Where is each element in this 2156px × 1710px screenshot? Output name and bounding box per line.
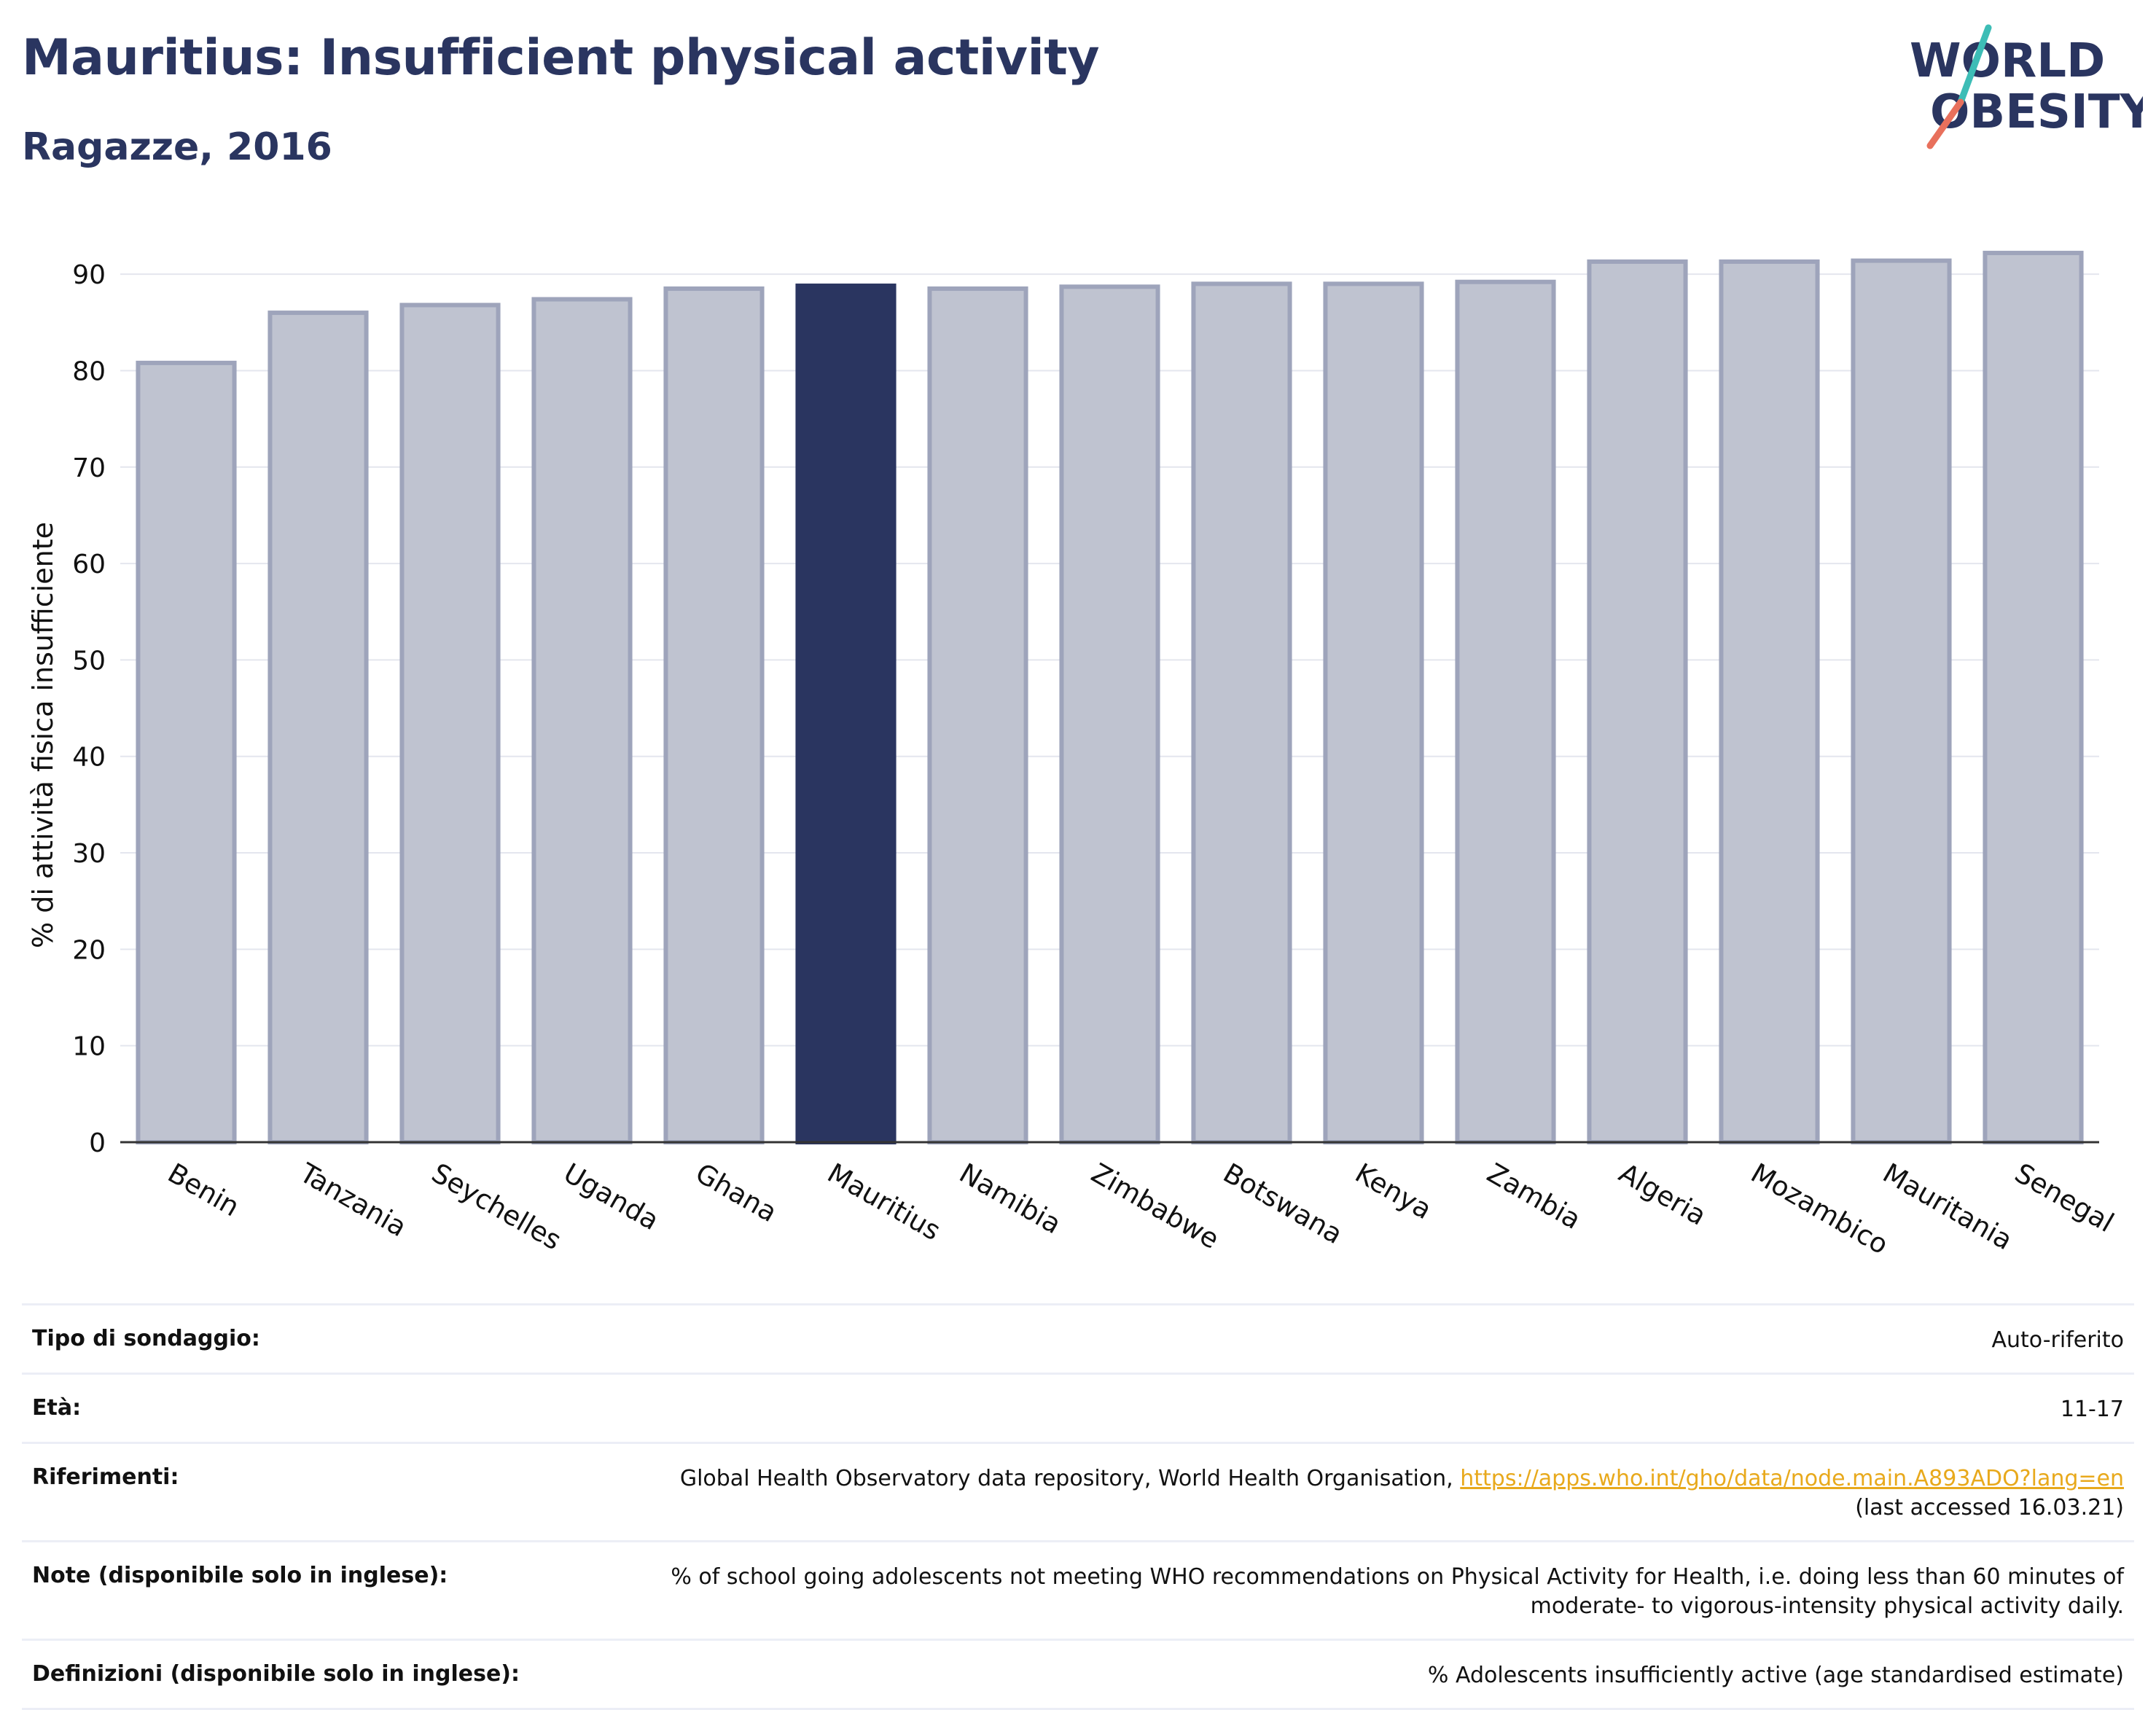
y-tick-label: 0 bbox=[89, 1128, 106, 1158]
info-value-text: % of school going adolescents not meetin… bbox=[671, 1564, 2124, 1619]
chart-subtitle: Ragazze, 2016 bbox=[22, 125, 332, 169]
bar-namibia bbox=[927, 286, 1028, 1145]
info-row: Tipo di sondaggio: Auto-riferito bbox=[22, 1303, 2134, 1373]
bar-zimbabwe bbox=[1059, 284, 1160, 1145]
bar-benin bbox=[136, 360, 237, 1144]
y-tick-label: 50 bbox=[72, 646, 106, 676]
x-tick-label: Uganda bbox=[558, 1157, 664, 1237]
x-tick-label: Algeria bbox=[1614, 1157, 1711, 1232]
logo-slash-top bbox=[1957, 24, 1992, 106]
y-tick-label: 80 bbox=[72, 356, 106, 386]
x-tick-label: Senegal bbox=[2009, 1157, 2119, 1239]
info-value-note: (last accessed 16.03.21) bbox=[1855, 1495, 2124, 1520]
reference-link[interactable]: https://apps.who.int/gho/data/node.main.… bbox=[1460, 1466, 2124, 1491]
info-label: Età: bbox=[32, 1395, 82, 1421]
bar-senegal bbox=[1983, 251, 2084, 1144]
info-value-text: % Adolescents insufficiently active (age… bbox=[1427, 1663, 2124, 1688]
bar-kenya bbox=[1323, 281, 1424, 1144]
y-axis-label: % di attività fisica insufficiente bbox=[27, 522, 59, 948]
chart-title: Mauritius: Insufficient physical activit… bbox=[22, 29, 1100, 87]
x-tick-label: Tanzania bbox=[294, 1157, 412, 1243]
x-tick-label: Mauritius bbox=[822, 1157, 946, 1247]
info-label: Note (disponibile solo in inglese): bbox=[32, 1563, 448, 1588]
x-tick-label: Zimbabwe bbox=[1086, 1157, 1225, 1255]
info-label: Definizioni (disponibile solo in inglese… bbox=[32, 1661, 520, 1687]
info-label: Riferimenti: bbox=[32, 1464, 179, 1490]
info-value: 11-17 bbox=[2061, 1395, 2124, 1424]
x-tick-label: Kenya bbox=[1350, 1157, 1437, 1226]
info-label: Tipo di sondaggio: bbox=[32, 1326, 260, 1351]
logo-word-world: WORLD bbox=[1910, 34, 2105, 88]
x-tick-label: Namibia bbox=[954, 1157, 1066, 1241]
bars bbox=[136, 251, 2084, 1145]
x-tick-label: Mauritania bbox=[1878, 1157, 2018, 1257]
x-tick-label: Benin bbox=[163, 1157, 245, 1223]
info-row: Definizioni (disponibile solo in inglese… bbox=[22, 1639, 2134, 1710]
world-obesity-logo: WORLD OBESITY bbox=[1910, 24, 2143, 149]
y-tick-label: 60 bbox=[72, 550, 106, 579]
info-value: Auto-riferito bbox=[1991, 1326, 2124, 1355]
bar-mauritius bbox=[795, 284, 897, 1145]
info-table: Tipo di sondaggio: Auto-riferito Età: 11-17… bbox=[22, 1303, 2134, 1710]
bar-algeria bbox=[1587, 259, 1688, 1145]
x-tick-label: Botswana bbox=[1218, 1157, 1348, 1251]
x-tick-label: Ghana bbox=[690, 1157, 782, 1229]
bar-mozambico bbox=[1719, 259, 1820, 1145]
info-value: Global Health Observatory data repositor… bbox=[680, 1464, 2124, 1523]
info-value-text: Auto-riferito bbox=[1991, 1327, 2124, 1353]
info-value: % Adolescents insufficiently active (age… bbox=[1428, 1661, 2124, 1690]
y-tick-label: 30 bbox=[72, 839, 106, 869]
x-tick-label: Mozambico bbox=[1746, 1157, 1894, 1261]
logo-slash-bottom bbox=[1926, 98, 1964, 149]
y-tick-label: 20 bbox=[72, 935, 106, 965]
bar-ghana bbox=[663, 286, 765, 1145]
y-tick-label: 70 bbox=[72, 453, 106, 483]
info-value: % of school going adolescents not meetin… bbox=[557, 1563, 2124, 1621]
info-row: Riferimenti: Global Health Observatory da… bbox=[22, 1442, 2134, 1540]
bar-botswana bbox=[1191, 281, 1292, 1144]
y-tick-label: 90 bbox=[72, 260, 106, 290]
y-tick-labels: 0 10 20 30 40 50 60 70 80 90 bbox=[72, 260, 106, 1158]
bar-mauritania bbox=[1851, 258, 1952, 1145]
x-tick-label: Seychelles bbox=[426, 1157, 566, 1257]
info-row: Età: 11-17 bbox=[22, 1373, 2134, 1442]
info-value-text: 11-17 bbox=[2060, 1397, 2124, 1422]
info-row: Note (disponibile solo in inglese): % of … bbox=[22, 1540, 2134, 1639]
bar-chart: 0 10 20 30 40 50 60 70 80 90 Benin Tanzania Seychel… bbox=[27, 251, 2119, 1261]
y-tick-label: 40 bbox=[72, 743, 106, 773]
bar-seychelles bbox=[399, 302, 501, 1145]
bar-zambia bbox=[1455, 279, 1556, 1144]
bar-uganda bbox=[531, 297, 633, 1144]
bar-tanzania bbox=[267, 311, 369, 1144]
x-tick-label: Zambia bbox=[1482, 1157, 1586, 1235]
info-value-text: Global Health Observatory data repositor… bbox=[679, 1466, 1453, 1491]
y-tick-label: 10 bbox=[72, 1032, 106, 1062]
